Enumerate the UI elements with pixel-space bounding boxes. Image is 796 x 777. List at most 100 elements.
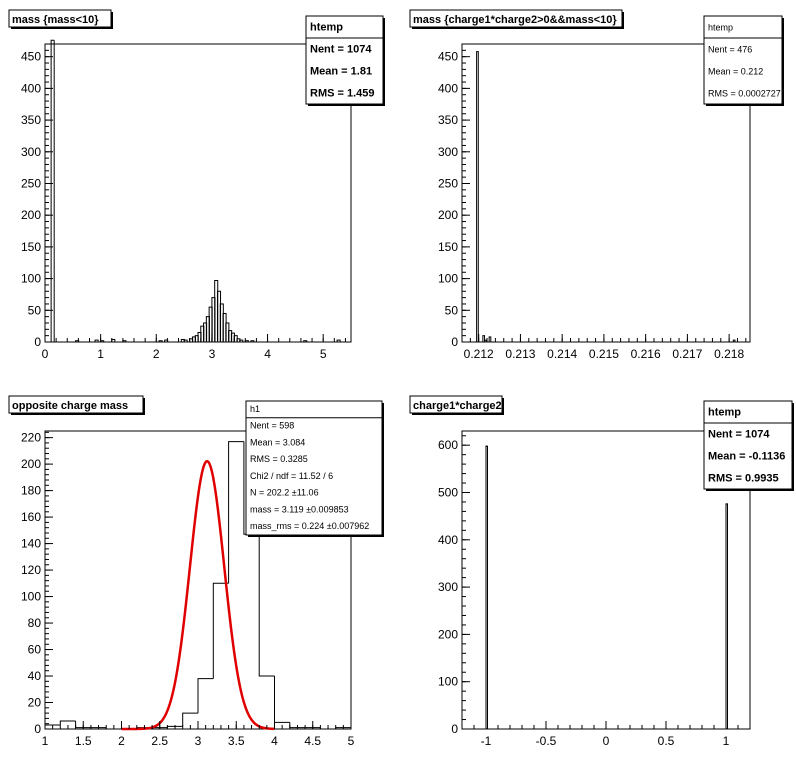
x-tick-label: 3: [195, 734, 202, 748]
x-tick-label: 0.215: [589, 347, 619, 361]
y-tick-label: 400: [438, 81, 458, 95]
stats-box: [305, 15, 384, 105]
x-tick-label: 1: [42, 734, 49, 748]
x-tick-label: -0.5: [536, 734, 557, 748]
x-tick-label: 2.5: [151, 734, 168, 748]
x-tick-label: 0.5: [658, 734, 675, 748]
y-tick-label: 200: [21, 208, 41, 222]
y-tick-label: 220: [21, 431, 41, 445]
chart-pad-3: 1 1.5 2 2.5 3 3.5 4 4.5 5 0 20 40 60 80 100 120 140 160 18…: [8, 395, 384, 748]
stats-name: htemp: [708, 406, 741, 418]
y-tick-label: 100: [21, 590, 41, 604]
chart-title: opposite charge mass: [12, 400, 128, 412]
stats-entry: Mean = 0.212: [708, 66, 763, 76]
x-tick-label: 0: [42, 347, 49, 361]
stats-entry: mass = 3.119 ±0.009853: [250, 504, 349, 514]
histogram-bin: [482, 335, 486, 343]
stats-name: htemp: [708, 22, 733, 32]
y-tick-label: 100: [438, 272, 458, 286]
stats-entry: Chi2 / ndf = 11.52 / 6: [250, 471, 333, 481]
histogram-bin: [259, 676, 274, 729]
stats-entry: N = 202.2 ±11.06: [250, 488, 319, 498]
stats-box: [245, 400, 383, 536]
x-tick-label: 5: [348, 734, 355, 748]
x-tick-label: 2: [153, 347, 160, 361]
stats-entry: Mean = -0.1136: [708, 450, 785, 462]
x-tick-label: 0.214: [547, 347, 577, 361]
stats-entry: RMS = 1.459: [310, 87, 375, 99]
y-tick-label: 200: [438, 208, 458, 222]
histogram-group: [45, 39, 351, 343]
y-tick-label: 0: [451, 722, 458, 736]
stats-entry: Mean = 3.084: [250, 437, 305, 447]
stats-name: htemp: [310, 21, 343, 33]
y-tick-label: 300: [438, 580, 458, 594]
y-tick-label: 100: [21, 272, 41, 286]
histogram-bin: [229, 442, 244, 729]
y-tick-label: 140: [21, 537, 41, 551]
x-tick-label: 1: [97, 347, 104, 361]
y-tick-label: 250: [438, 176, 458, 190]
y-tick-label: 50: [28, 303, 42, 317]
x-tick-label: 0.218: [714, 347, 744, 361]
x-tick-label: 0.212: [464, 347, 494, 361]
title-box: [409, 395, 503, 414]
histogram-bin: [476, 51, 479, 343]
y-tick-label: 40: [28, 669, 42, 683]
chart-title: mass {charge1*charge2>0&&mass<10}: [413, 14, 617, 26]
y-tick-label: 20: [28, 696, 42, 710]
y-tick-label: 160: [21, 510, 41, 524]
x-tick-label: -1: [481, 734, 492, 748]
y-tick-label: 500: [438, 485, 458, 499]
title-box: [409, 9, 623, 28]
chart-title: charge1*charge2: [413, 400, 502, 412]
x-tick-label: 0: [603, 734, 610, 748]
title-box: [8, 395, 144, 414]
y-tick-label: 200: [21, 457, 41, 471]
y-tick-label: 150: [21, 240, 41, 254]
plot-frame: [44, 43, 352, 343]
stats-entry: RMS = 0.3285: [250, 454, 308, 464]
x-tick-label: 4: [271, 734, 278, 748]
y-tick-label: 400: [438, 533, 458, 547]
title-box: [8, 9, 112, 28]
y-tick-label: 300: [438, 145, 458, 159]
x-tick-label: 0.213: [505, 347, 535, 361]
stats-entry: RMS = 0.0002727: [708, 88, 781, 98]
y-tick-label: 350: [21, 113, 41, 127]
stats-box: [703, 400, 793, 490]
y-tick-label: 0: [451, 335, 458, 349]
x-tick-label: 1: [723, 734, 730, 748]
stats-entry: mass_rms = 0.224 ±0.007962: [250, 521, 369, 531]
y-tick-label: 450: [438, 50, 458, 64]
histogram-bin: [485, 445, 488, 730]
y-tick-label: 180: [21, 484, 41, 498]
chart-title: mass {mass<10}: [12, 14, 99, 26]
x-tick-label: 4: [264, 347, 271, 361]
y-tick-label: 80: [28, 616, 42, 630]
x-tick-label: 0.216: [631, 347, 661, 361]
x-tick-label: 1.5: [75, 734, 92, 748]
stats-entry: Mean = 1.81: [310, 65, 372, 77]
histogram-bin: [488, 336, 492, 343]
y-tick-label: 350: [438, 113, 458, 127]
x-tick-label: 5: [320, 347, 327, 361]
y-tick-label: 400: [21, 81, 41, 95]
stats-entry: Nent = 1074: [708, 428, 770, 440]
stats-box: [703, 15, 783, 105]
y-tick-label: 200: [438, 627, 458, 641]
y-tick-label: 100: [438, 675, 458, 689]
histogram-bin: [198, 679, 213, 729]
y-tick-label: 450: [21, 50, 41, 64]
chart-pad-2: 0.212 0.213 0.214 0.215 0.216 0.217 0.218 0 50 10…: [409, 9, 784, 361]
stats-entry: RMS = 0.9935: [708, 472, 779, 484]
x-tick-label: 3: [209, 347, 216, 361]
gaussian-fit-curve: [121, 459, 275, 731]
x-tick-label: 0.217: [672, 347, 702, 361]
y-tick-label: 120: [21, 563, 41, 577]
y-tick-label: 0: [34, 335, 41, 349]
histogram-bin: [213, 583, 228, 729]
x-tick-label: 4.5: [304, 734, 321, 748]
